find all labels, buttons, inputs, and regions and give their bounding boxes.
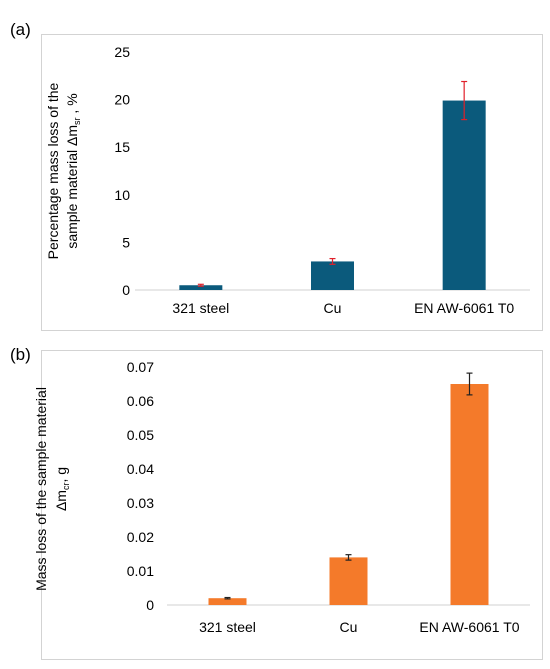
- y-tick-label: 0.04: [127, 461, 154, 477]
- y-tick-label: 0.02: [127, 529, 154, 545]
- category-label-1: 321 steel: [172, 300, 229, 316]
- bar-2: [329, 557, 368, 605]
- y-axis-label-main: Δm: [53, 490, 69, 511]
- y-tick-label: 5: [122, 234, 130, 250]
- category-label-2: Cu: [324, 300, 342, 316]
- category-label-2: Cu: [340, 619, 358, 635]
- y-axis-label-subscript: sr: [72, 117, 82, 125]
- y-axis-label-line1: Mass loss of the sample material: [33, 387, 49, 591]
- bar-1: [179, 285, 223, 290]
- y-tick-label: 15: [114, 139, 130, 155]
- bar-2: [311, 261, 354, 290]
- y-axis-label-line2: sample material Δmsr , %: [64, 93, 82, 248]
- bar-1: [208, 598, 247, 605]
- y-axis-label-unit: , g: [53, 467, 69, 483]
- category-label-3: EN AW-6061 T0: [414, 300, 514, 316]
- y-tick-label: 0.05: [127, 427, 154, 443]
- bar-3: [450, 384, 489, 605]
- y-axis-label-line1: Percentage mass loss of the: [45, 82, 61, 259]
- y-tick-label: 0: [146, 597, 154, 613]
- y-axis-label-subscript: cr: [61, 483, 71, 491]
- y-tick-label: 0.06: [127, 393, 154, 409]
- y-tick-label: 0: [122, 282, 130, 298]
- category-label-1: 321 steel: [199, 619, 256, 635]
- y-axis-label-line2: Δmcr, g: [53, 467, 71, 511]
- y-tick-label: 0.03: [127, 495, 154, 511]
- y-tick-label: 10: [114, 187, 130, 203]
- panel-label-a: (a): [10, 20, 31, 39]
- panel-label-b: (b): [10, 345, 31, 364]
- y-tick-label: 0.07: [127, 359, 154, 375]
- y-tick-label: 25: [114, 44, 130, 60]
- y-tick-label: 0.01: [127, 563, 154, 579]
- y-tick-label: 20: [114, 92, 130, 108]
- category-label-3: EN AW-6061 T0: [419, 619, 519, 635]
- y-axis-label-unit: , %: [64, 93, 80, 117]
- bar-3: [442, 100, 486, 290]
- y-axis-label-main: sample material Δm: [64, 125, 80, 249]
